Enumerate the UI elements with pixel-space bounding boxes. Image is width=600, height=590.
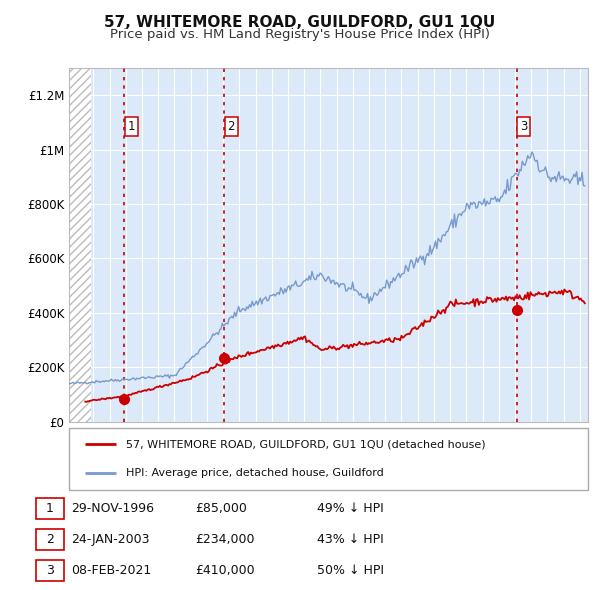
Text: 29-NOV-1996: 29-NOV-1996 <box>71 502 154 514</box>
FancyBboxPatch shape <box>69 428 588 490</box>
FancyBboxPatch shape <box>35 529 64 550</box>
Text: HPI: Average price, detached house, Guildford: HPI: Average price, detached house, Guil… <box>126 468 384 478</box>
Text: £410,000: £410,000 <box>196 564 255 577</box>
Bar <box>69 68 91 422</box>
Text: 08-FEB-2021: 08-FEB-2021 <box>71 564 152 577</box>
Text: £234,000: £234,000 <box>196 533 255 546</box>
Text: 43% ↓ HPI: 43% ↓ HPI <box>317 533 384 546</box>
Text: 57, WHITEMORE ROAD, GUILDFORD, GU1 1QU (detached house): 57, WHITEMORE ROAD, GUILDFORD, GU1 1QU (… <box>126 440 486 450</box>
Text: 49% ↓ HPI: 49% ↓ HPI <box>317 502 384 514</box>
Text: 24-JAN-2003: 24-JAN-2003 <box>71 533 150 546</box>
Text: 57, WHITEMORE ROAD, GUILDFORD, GU1 1QU: 57, WHITEMORE ROAD, GUILDFORD, GU1 1QU <box>104 15 496 30</box>
Text: 1: 1 <box>46 502 54 514</box>
Text: 1: 1 <box>128 120 135 133</box>
Text: 3: 3 <box>520 120 527 133</box>
Text: 2: 2 <box>227 120 235 133</box>
Text: 2: 2 <box>46 533 54 546</box>
Text: Price paid vs. HM Land Registry's House Price Index (HPI): Price paid vs. HM Land Registry's House … <box>110 28 490 41</box>
FancyBboxPatch shape <box>35 560 64 581</box>
Text: 50% ↓ HPI: 50% ↓ HPI <box>317 564 384 577</box>
FancyBboxPatch shape <box>35 497 64 519</box>
Text: 3: 3 <box>46 564 54 577</box>
Text: £85,000: £85,000 <box>196 502 247 514</box>
